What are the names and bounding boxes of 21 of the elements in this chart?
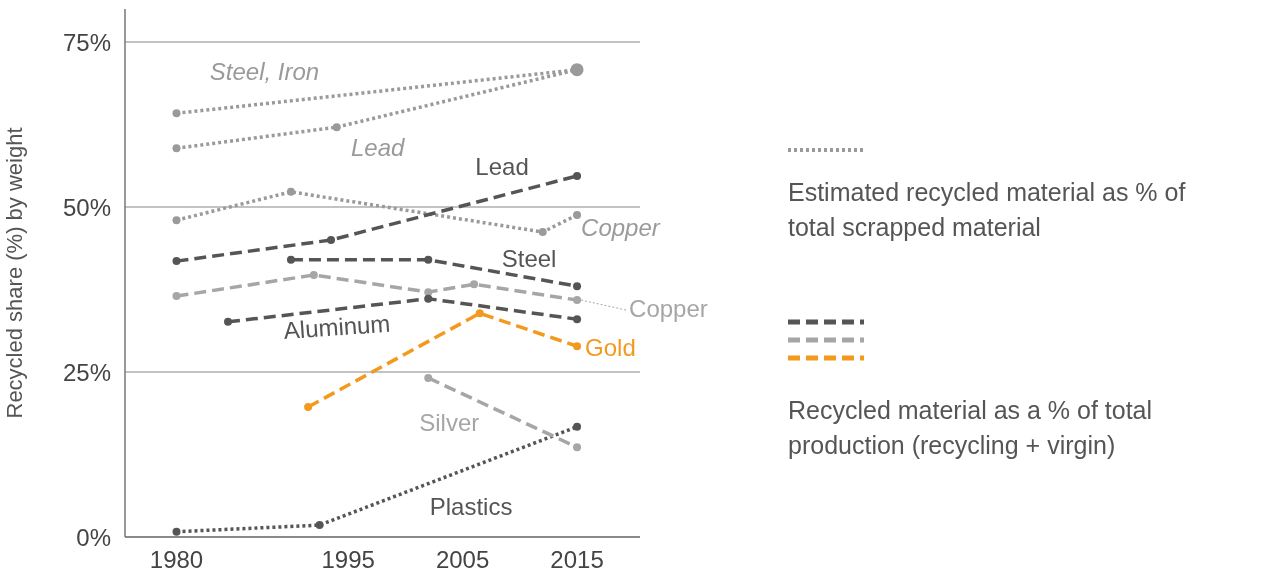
series-label: Silver (419, 409, 480, 437)
y-tick-label: 25% (62, 358, 111, 386)
y-tick-label: 50% (62, 193, 111, 221)
x-tick-label: 1980 (149, 546, 204, 574)
y-axis-title: Recycled share (%) by weight (1, 127, 27, 419)
series-label: Aluminum (282, 309, 392, 345)
text: Estimated recycled material as % of total scrapped material (788, 177, 1187, 243)
series-label: Steel (501, 244, 557, 272)
series-label: Steel, Iron (209, 57, 320, 85)
series-label: Copper (581, 214, 661, 242)
text: Recycled material as a % of total production (recycling + virgin) (788, 395, 1154, 461)
legend-label: Copper (629, 294, 708, 322)
series-label: Lead (475, 153, 529, 181)
series-label: Gold (585, 333, 636, 361)
series-label: Lead (351, 133, 406, 161)
x-tick-label: 2015 (550, 546, 604, 574)
x-tick-label: 2005 (435, 546, 490, 574)
x-tick-label: 1995 (321, 546, 375, 574)
series-label: Plastics (429, 493, 513, 521)
y-tick-label: 75% (62, 28, 111, 56)
y-tick-label: 0% (76, 523, 111, 551)
